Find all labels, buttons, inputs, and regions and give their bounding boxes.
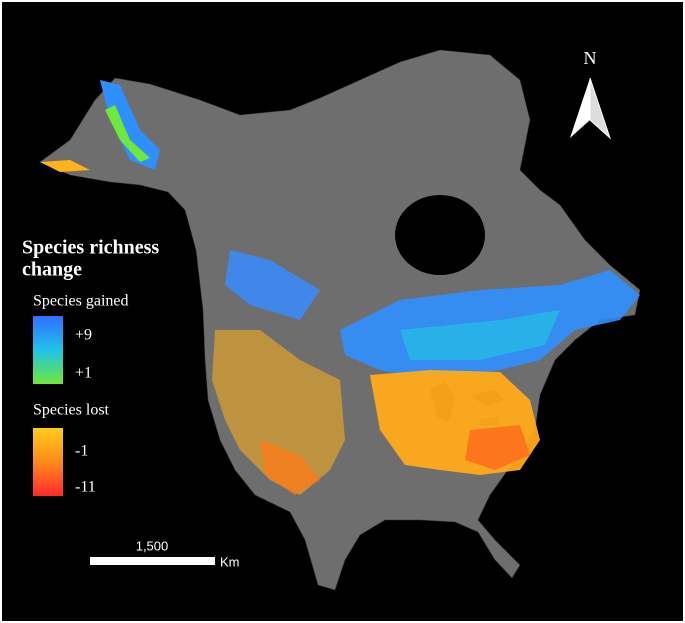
scale-distance: 1,500 [136,538,169,553]
gain-region [100,80,160,170]
legend-title: Species richness [22,237,159,259]
legend-tick: +9 [75,327,92,344]
legend-tick: -1 [75,443,88,460]
north-arrow [589,77,612,140]
hudson-bay [395,195,485,275]
loss-region [212,330,345,495]
north-arrow [570,78,590,138]
loss-region [40,160,90,172]
scale-bar [90,557,215,565]
legend-gradient [33,316,63,384]
legend-title: change [22,259,82,281]
scale-unit: Km [220,554,240,569]
legend-tick: -11 [75,479,96,496]
gain-region [105,105,150,162]
north-label: N [584,48,597,68]
legend-label: Species lost [33,402,110,419]
legend-label: Species gained [33,293,129,310]
gain-region [225,250,320,320]
legend-gradient [33,428,63,496]
loss-region [465,425,530,470]
gain-region [400,310,560,360]
loss-region [260,440,320,495]
legend-tick: +1 [75,365,92,382]
